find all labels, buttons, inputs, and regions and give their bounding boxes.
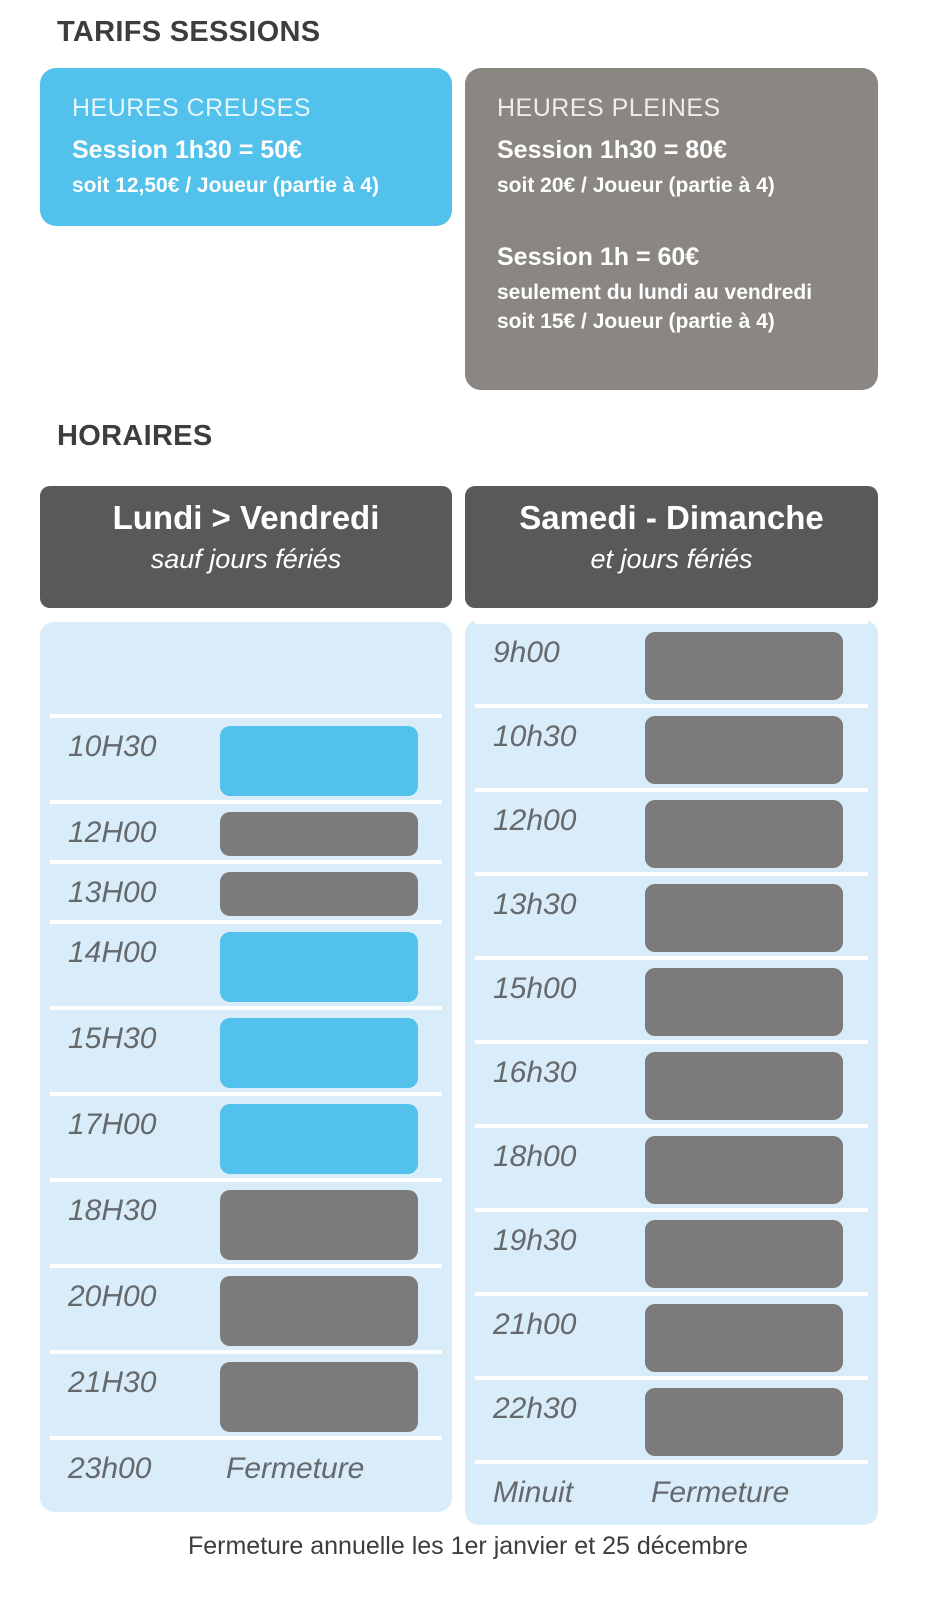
schedule-row: 15H30 xyxy=(50,1006,442,1092)
session-bar xyxy=(645,884,843,952)
time-label: 21H30 xyxy=(68,1366,157,1399)
time-label: 17H00 xyxy=(68,1108,157,1141)
weekend-header: Samedi - Dimanche et jours fériés xyxy=(465,486,878,608)
weekday-panel: 10H30 12H00 13H00 14H00 15H30 17H00 18H30 20H00… xyxy=(40,622,452,1512)
schedule-row: 10h30 xyxy=(475,704,868,788)
session-bar xyxy=(220,932,418,1002)
peak-card: HEURES PLEINES Session 1h30 = 80€ soit 2… xyxy=(465,68,878,390)
session-bar xyxy=(645,632,843,700)
time-label: 10h30 xyxy=(493,720,577,753)
weekday-header: Lundi > Vendredi sauf jours fériés xyxy=(40,486,452,608)
schedule-row: 10H30 xyxy=(50,714,442,800)
schedule-row: 9h00 xyxy=(475,620,868,704)
offer-gap xyxy=(497,203,854,243)
session-bar xyxy=(645,968,843,1036)
schedule-row: 18H30 xyxy=(50,1178,442,1264)
peak-offer1-price-main: Session 1h30 = 80€ xyxy=(497,136,728,164)
schedule-row: Minuit Fermeture xyxy=(475,1460,868,1525)
time-label: 12h00 xyxy=(493,804,577,837)
weekend-header-title: Samedi - Dimanche xyxy=(519,499,824,536)
time-label: 19h30 xyxy=(493,1224,577,1257)
horaires-title: HORAIRES xyxy=(57,420,213,452)
time-label: 13h30 xyxy=(493,888,577,921)
schedule-row: 15h00 xyxy=(475,956,868,1040)
off-peak-price-main: Session 1h30 = 50€ xyxy=(72,136,303,164)
peak-offer1-detail: soit 20€ / Joueur (partie à 4) xyxy=(497,174,775,197)
time-label: Minuit xyxy=(493,1476,574,1509)
session-bar xyxy=(645,1220,843,1288)
time-label: 21h00 xyxy=(493,1308,577,1341)
time-label: 18H30 xyxy=(68,1194,157,1227)
time-label: 23h00 xyxy=(68,1452,152,1485)
peak-offer2-detail-1: seulement du lundi au vendredi xyxy=(497,281,813,304)
time-label: 22h30 xyxy=(493,1392,577,1425)
session-bar xyxy=(220,1276,418,1346)
session-bar xyxy=(645,716,843,784)
time-label: 14H00 xyxy=(68,936,157,969)
time-label: 15H30 xyxy=(68,1022,157,1055)
schedule-row: 18h00 xyxy=(475,1124,868,1208)
session-bar xyxy=(645,1388,843,1456)
off-peak-price-detail: soit 12,50€ / Joueur (partie à 4) xyxy=(72,174,379,197)
schedule-row: 13h30 xyxy=(475,872,868,956)
schedule-row: 21h00 xyxy=(475,1292,868,1376)
session-bar xyxy=(220,1362,418,1432)
annual-closure-note: Fermeture annuelle les 1er janvier et 25… xyxy=(187,1532,749,1560)
closure-label: Fermeture xyxy=(226,1452,365,1485)
schedule-row: 12h00 xyxy=(475,788,868,872)
time-label: 9h00 xyxy=(493,636,560,669)
schedule-row: 21H30 xyxy=(50,1350,442,1436)
peak-offer2-price-main: Session 1h = 60€ xyxy=(497,243,700,271)
tarifs-title: TARIFS SESSIONS xyxy=(57,16,321,48)
schedule-row: 17H00 xyxy=(50,1092,442,1178)
schedule-row: 14H00 xyxy=(50,920,442,1006)
time-label: 18h00 xyxy=(493,1140,577,1173)
schedule-row: 12H00 xyxy=(50,800,442,860)
time-label: 10H30 xyxy=(68,730,157,763)
schedule-row: 23h00 Fermeture xyxy=(50,1436,442,1508)
schedule-row xyxy=(50,622,442,714)
weekend-panel: 9h00 10h30 12h00 13h30 15h00 16h30 18h00 19h30 2… xyxy=(465,620,878,1525)
session-bar xyxy=(645,1052,843,1120)
schedule-row: 20H00 xyxy=(50,1264,442,1350)
time-label: 20H00 xyxy=(68,1280,157,1313)
session-bar xyxy=(645,800,843,868)
session-bar xyxy=(645,1304,843,1372)
off-peak-card: HEURES CREUSES Session 1h30 = 50€ soit 1… xyxy=(40,68,452,226)
session-bar xyxy=(220,1190,418,1260)
session-bar xyxy=(220,1104,418,1174)
time-label: 12H00 xyxy=(68,816,157,849)
peak-offer2-detail-2: soit 15€ / Joueur (partie à 4) xyxy=(497,310,775,333)
session-bar xyxy=(220,1018,418,1088)
session-bar xyxy=(220,726,418,796)
weekday-header-title: Lundi > Vendredi xyxy=(112,499,380,536)
schedule-row: 13H00 xyxy=(50,860,442,920)
off-peak-title: HEURES CREUSES xyxy=(72,94,311,122)
weekend-header-subtitle: et jours fériés xyxy=(590,544,753,574)
time-label: 13H00 xyxy=(68,876,157,909)
session-bar xyxy=(220,812,418,856)
schedule-row: 19h30 xyxy=(475,1208,868,1292)
peak-title: HEURES PLEINES xyxy=(497,94,721,122)
closure-label: Fermeture xyxy=(651,1476,790,1509)
schedule-row: 22h30 xyxy=(475,1376,868,1460)
session-bar xyxy=(645,1136,843,1204)
schedule-row: 16h30 xyxy=(475,1040,868,1124)
time-label: 15h00 xyxy=(493,972,577,1005)
weekday-header-subtitle: sauf jours fériés xyxy=(150,544,342,574)
time-label: 16h30 xyxy=(493,1056,577,1089)
session-bar xyxy=(220,872,418,916)
